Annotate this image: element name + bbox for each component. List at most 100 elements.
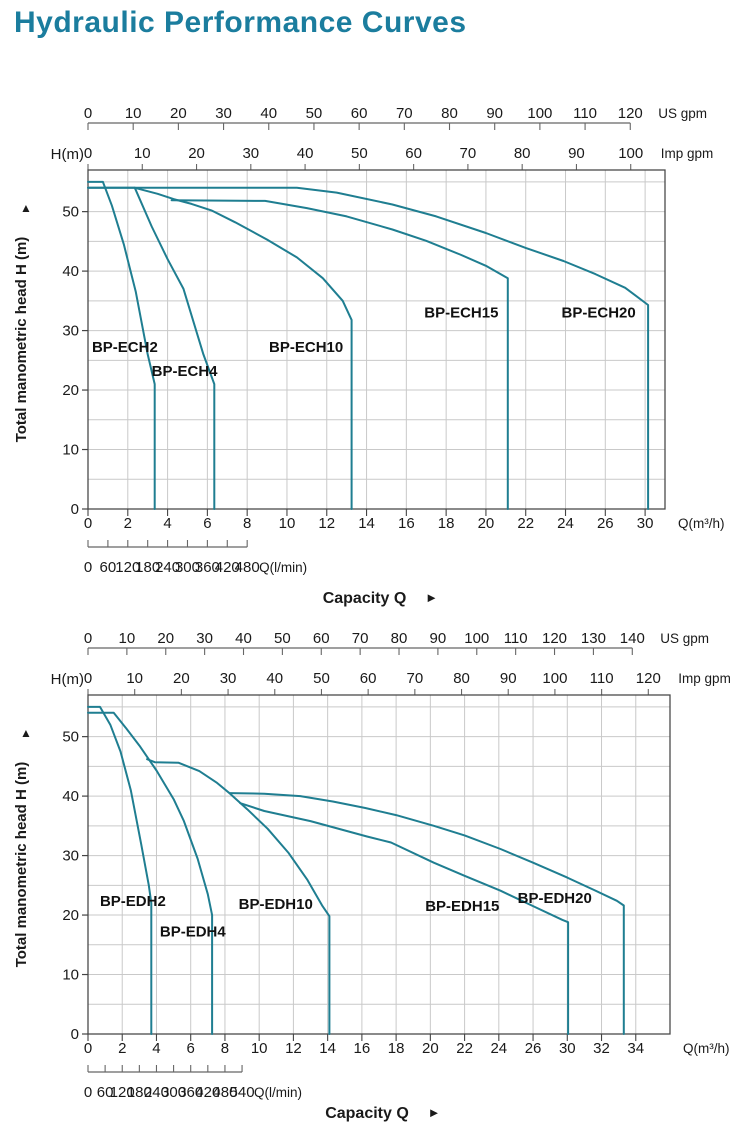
us-gpm-unit: US gpm bbox=[658, 106, 707, 121]
x-tick-label: 16 bbox=[398, 515, 415, 532]
lmin-tick-label: 480 bbox=[235, 559, 260, 576]
up-arrow-icon: ▲ bbox=[20, 726, 32, 740]
imp-gpm-tick-label: 90 bbox=[568, 145, 585, 162]
capacity-label: Capacity Q bbox=[325, 1105, 409, 1122]
x-tick-label: 0 bbox=[84, 1040, 92, 1057]
imp-gpm-tick-label: 20 bbox=[188, 145, 205, 162]
imp-gpm-tick-label: 60 bbox=[405, 145, 422, 162]
x-axis-unit: Q(m³/h) bbox=[683, 1041, 730, 1056]
x-tick-label: 10 bbox=[279, 515, 296, 532]
imp-gpm-tick-label: 50 bbox=[313, 670, 330, 687]
x-tick-label: 18 bbox=[438, 515, 455, 532]
lmin-tick-label: 300 bbox=[175, 559, 200, 576]
imp-gpm-tick-label: 60 bbox=[360, 670, 377, 687]
imp-gpm-tick-label: 0 bbox=[84, 670, 92, 687]
curve-BP-ECH10 bbox=[133, 186, 353, 510]
imp-gpm-tick-label: 30 bbox=[242, 145, 259, 162]
curve-label-BP-EDH10: BP-EDH10 bbox=[239, 896, 313, 913]
us-gpm-tick-label: 60 bbox=[351, 105, 368, 122]
lmin-tick-label: 0 bbox=[84, 559, 92, 576]
x-tick-label: 18 bbox=[388, 1040, 405, 1057]
us-gpm-tick-label: 10 bbox=[125, 105, 142, 122]
x-tick-label: 14 bbox=[358, 515, 375, 532]
page-title: Hydraulic Performance Curves bbox=[14, 6, 467, 39]
x-tick-label: 0 bbox=[84, 515, 92, 532]
imp-gpm-tick-label: 50 bbox=[351, 145, 368, 162]
x-axis-unit: Q(m³/h) bbox=[678, 516, 725, 531]
us-gpm-tick-label: 30 bbox=[215, 105, 232, 122]
lmin-tick-label: 420 bbox=[215, 559, 240, 576]
imp-gpm-tick-label: 80 bbox=[514, 145, 531, 162]
x-tick-label: 24 bbox=[557, 515, 574, 532]
y-tick-label: 40 bbox=[62, 788, 79, 805]
imp-gpm-tick-label: 70 bbox=[406, 670, 423, 687]
us-gpm-tick-label: 20 bbox=[170, 105, 187, 122]
x-tick-label: 4 bbox=[152, 1040, 160, 1057]
x-tick-label: 2 bbox=[118, 1040, 126, 1057]
curve-label-BP-EDH2: BP-EDH2 bbox=[100, 893, 166, 910]
x-tick-label: 32 bbox=[593, 1040, 610, 1057]
curve-label-BP-EDH20: BP-EDH20 bbox=[518, 890, 592, 907]
curve-label-BP-ECH2: BP-ECH2 bbox=[92, 339, 158, 356]
us-gpm-tick-label: 60 bbox=[313, 630, 330, 647]
imp-gpm-tick-label: 90 bbox=[500, 670, 517, 687]
x-tick-label: 2 bbox=[124, 515, 132, 532]
imp-gpm-tick-label: 10 bbox=[126, 670, 143, 687]
lmin-tick-label: 360 bbox=[178, 1084, 203, 1101]
us-gpm-tick-label: 50 bbox=[274, 630, 291, 647]
curve-BP-EDH15 bbox=[239, 802, 570, 1035]
y-tick-label: 20 bbox=[62, 907, 79, 924]
x-tick-label: 6 bbox=[187, 1040, 195, 1057]
us-gpm-tick-label: 130 bbox=[581, 630, 606, 647]
curve-BP-ECH4 bbox=[87, 186, 216, 510]
curve-BP-ECH15 bbox=[170, 199, 509, 510]
plot-frame bbox=[87, 169, 666, 510]
x-tick-label: 6 bbox=[203, 515, 211, 532]
y-tick-label: 50 bbox=[62, 729, 79, 746]
us-gpm-tick-label: 80 bbox=[391, 630, 408, 647]
y-axis-title: H(m) bbox=[51, 146, 84, 163]
us-gpm-tick-label: 30 bbox=[196, 630, 213, 647]
us-gpm-tick-label: 140 bbox=[620, 630, 645, 647]
y-axis-rotated-label: Total manometric head H (m) bbox=[13, 762, 30, 968]
x-tick-label: 24 bbox=[490, 1040, 507, 1057]
lmin-tick-label: 300 bbox=[161, 1084, 186, 1101]
y-tick-label: 10 bbox=[62, 442, 79, 459]
us-gpm-tick-label: 110 bbox=[504, 630, 528, 647]
lmin-tick-label: 120 bbox=[115, 559, 140, 576]
imp-gpm-tick-label: 110 bbox=[590, 670, 614, 687]
us-gpm-tick-label: 20 bbox=[157, 630, 174, 647]
x-tick-label: 22 bbox=[456, 1040, 473, 1057]
plot-area bbox=[88, 695, 670, 1034]
imp-gpm-tick-label: 70 bbox=[460, 145, 477, 162]
imp-gpm-tick-label: 30 bbox=[220, 670, 237, 687]
lmin-tick-label: 120 bbox=[110, 1084, 135, 1101]
performance-chart-edh: 0 10 20 30 40 50 60 70 80 90 100 110 120 130 140 US gpm… bbox=[0, 600, 750, 1141]
imp-gpm-tick-label: 20 bbox=[173, 670, 190, 687]
capacity-label: Capacity Q bbox=[323, 590, 407, 607]
us-gpm-tick-label: 0 bbox=[84, 630, 92, 647]
x-tick-label: 14 bbox=[319, 1040, 336, 1057]
x-tick-label: 22 bbox=[517, 515, 534, 532]
x-tick-label: 30 bbox=[559, 1040, 576, 1057]
imp-gpm-tick-label: 80 bbox=[453, 670, 470, 687]
curve-BP-EDH20 bbox=[229, 792, 625, 1035]
y-tick-label: 30 bbox=[62, 323, 79, 340]
y-tick-label: 30 bbox=[62, 848, 79, 865]
x-tick-label: 4 bbox=[163, 515, 171, 532]
us-gpm-tick-label: 120 bbox=[618, 105, 643, 122]
imp-gpm-tick-label: 100 bbox=[542, 670, 567, 687]
x-tick-label: 20 bbox=[478, 515, 495, 532]
x-tick-label: 20 bbox=[422, 1040, 439, 1057]
imp-gpm-tick-label: 120 bbox=[636, 670, 661, 687]
imp-gpm-tick-label: 40 bbox=[297, 145, 314, 162]
y-tick-label: 10 bbox=[62, 967, 79, 984]
us-gpm-unit: US gpm bbox=[660, 631, 709, 646]
x-tick-label: 10 bbox=[251, 1040, 268, 1057]
y-tick-label: 20 bbox=[62, 382, 79, 399]
plot-area bbox=[88, 170, 665, 509]
right-arrow-icon: ► bbox=[425, 590, 438, 605]
up-arrow-icon: ▲ bbox=[20, 201, 32, 215]
x-tick-label: 26 bbox=[525, 1040, 542, 1057]
y-axis-title: H(m) bbox=[51, 671, 84, 688]
